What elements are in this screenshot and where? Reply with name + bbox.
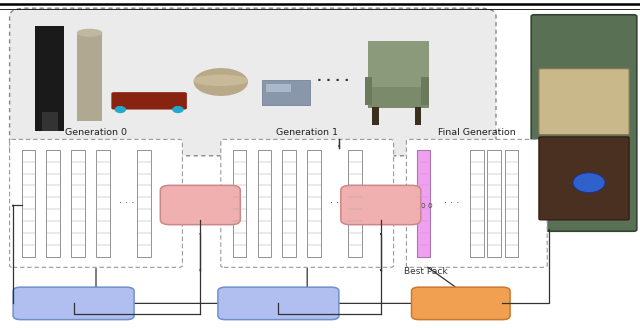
FancyBboxPatch shape — [160, 185, 241, 225]
Bar — [77, 33, 102, 121]
Ellipse shape — [193, 68, 248, 96]
FancyBboxPatch shape — [539, 69, 629, 134]
Bar — [233, 150, 246, 257]
Text: Generation 0: Generation 0 — [65, 128, 127, 137]
FancyBboxPatch shape — [406, 139, 547, 267]
Bar — [488, 150, 501, 257]
FancyBboxPatch shape — [111, 92, 187, 110]
Bar — [258, 150, 271, 257]
Bar — [368, 87, 429, 108]
FancyBboxPatch shape — [412, 287, 510, 319]
FancyBboxPatch shape — [13, 287, 134, 319]
FancyBboxPatch shape — [10, 8, 496, 156]
Bar — [368, 41, 429, 87]
Text: o o o: o o o — [414, 200, 433, 210]
Text: · · ·: · · · — [444, 198, 459, 208]
Text: · · ·: · · · — [119, 198, 134, 208]
Ellipse shape — [77, 29, 102, 37]
Ellipse shape — [115, 106, 126, 113]
Bar — [421, 77, 429, 105]
Ellipse shape — [573, 173, 605, 193]
FancyBboxPatch shape — [539, 137, 629, 220]
Text: Best Pack: Best Pack — [404, 267, 447, 276]
Bar — [307, 150, 321, 257]
Bar — [71, 150, 84, 257]
Bar — [349, 150, 362, 257]
Bar — [415, 107, 421, 125]
Polygon shape — [35, 26, 64, 131]
Text: Pack Creator: Pack Creator — [431, 299, 491, 308]
FancyBboxPatch shape — [531, 15, 637, 231]
FancyBboxPatch shape — [218, 287, 339, 319]
FancyBboxPatch shape — [340, 185, 421, 225]
Text: · · · ·: · · · · — [317, 74, 349, 87]
Polygon shape — [42, 112, 58, 131]
Text: Evolution: Evolution — [359, 200, 403, 210]
Text: Evolution: Evolution — [179, 200, 222, 210]
Bar — [372, 107, 379, 125]
FancyBboxPatch shape — [10, 139, 182, 267]
Bar — [365, 77, 372, 105]
Bar — [262, 80, 310, 105]
FancyBboxPatch shape — [221, 139, 394, 267]
Bar — [96, 150, 109, 257]
Bar — [282, 150, 296, 257]
Text: Fitness Evaluation: Fitness Evaluation — [236, 299, 321, 308]
Ellipse shape — [172, 106, 184, 113]
Text: Fitness Evaluation: Fitness Evaluation — [31, 299, 116, 308]
Bar — [137, 150, 150, 257]
Text: · · ·: · · · — [330, 198, 345, 208]
Text: Generation 1: Generation 1 — [276, 128, 338, 137]
Bar — [47, 150, 60, 257]
Bar — [417, 150, 431, 257]
Bar — [505, 150, 518, 257]
Bar — [266, 84, 291, 92]
Text: Final Generation: Final Generation — [438, 128, 516, 137]
Ellipse shape — [193, 74, 248, 86]
Bar — [470, 150, 484, 257]
Bar — [22, 150, 35, 257]
